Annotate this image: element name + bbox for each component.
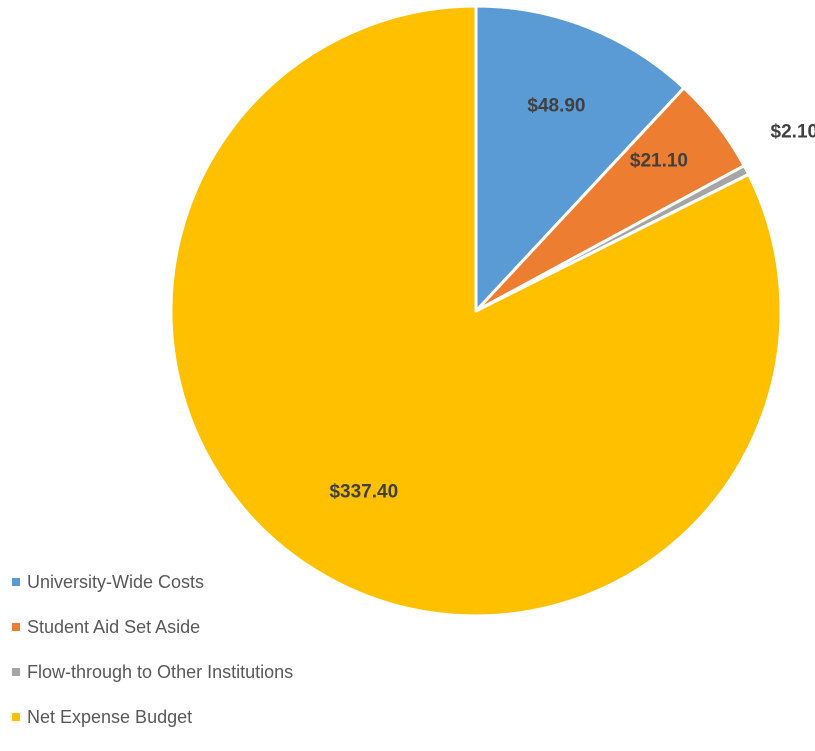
- pie-data-labels: $48.90 $21.10 $2.10 $337.40: [329, 96, 815, 503]
- legend-label: Student Aid Set Aside: [27, 616, 201, 637]
- pie-slices: [169, 4, 783, 618]
- legend-swatch-icon: [12, 713, 20, 721]
- legend-label: Net Expense Budget: [27, 706, 193, 727]
- legend-swatch-icon: [12, 623, 20, 631]
- legend-item: Flow-through to Other Institutions: [12, 660, 293, 684]
- legend-swatch-icon: [12, 578, 20, 586]
- chart-legend: University-Wide Costs Student Aid Set Asi…: [12, 570, 293, 750]
- legend-swatch-icon: [12, 668, 20, 676]
- legend-label: Flow-through to Other Institutions: [27, 661, 294, 682]
- data-label-1: $48.90: [527, 96, 585, 117]
- data-label-3: $2.10: [771, 121, 815, 142]
- data-label-2: $21.10: [630, 151, 688, 172]
- pie-slice-1: [474, 4, 686, 313]
- pie-slice-4: [169, 4, 783, 618]
- legend-item: Net Expense Budget: [12, 705, 293, 729]
- legend-label: University-Wide Costs: [27, 571, 205, 592]
- data-label-4: $337.40: [329, 482, 398, 503]
- legend-item: Student Aid Set Aside: [12, 615, 293, 639]
- legend-item: University-Wide Costs: [12, 570, 293, 594]
